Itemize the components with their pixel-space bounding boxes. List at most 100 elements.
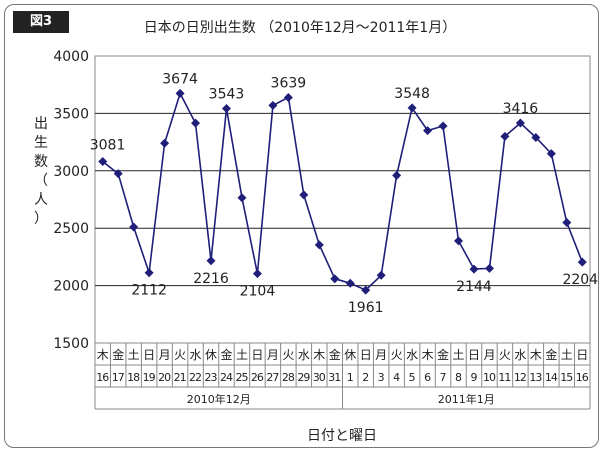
data-point — [330, 274, 340, 284]
data-label: 3674 — [162, 71, 198, 87]
y-tick-label: 1500 — [53, 336, 89, 352]
x-day-label: 12 — [514, 371, 527, 384]
x-weekday-label: 日 — [143, 348, 155, 362]
data-point — [113, 169, 123, 179]
x-day-label: 16 — [96, 371, 109, 384]
data-point — [438, 121, 448, 131]
data-label: 2104 — [240, 284, 276, 300]
x-weekday-label: 日 — [251, 348, 263, 362]
data-markers — [98, 88, 587, 295]
series-line — [102, 91, 584, 292]
y-tick-label: 2000 — [53, 279, 89, 295]
x-day-label: 5 — [409, 371, 416, 384]
x-weekday-label: 金 — [220, 347, 232, 362]
x-day-label: 7 — [440, 371, 447, 384]
y-tick-labels: 1500 2000 2500 3000 3500 4000 — [53, 49, 89, 352]
x-weekday-label: 月 — [483, 348, 495, 362]
x-day-label: 6 — [424, 371, 431, 384]
y-axis-label-char: ） — [34, 211, 48, 227]
data-label: 3639 — [271, 75, 307, 91]
data-point — [268, 100, 278, 110]
x-day-label: 9 — [470, 371, 477, 384]
y-axis-label: 出生数 （ 人 ） — [34, 116, 48, 227]
x-weekday-label: 火 — [499, 348, 511, 362]
x-weekday-label: 火 — [282, 348, 294, 362]
x-day-label: 20 — [158, 371, 171, 384]
x-day-label: 24 — [220, 371, 233, 384]
x-day-label: 26 — [251, 371, 264, 384]
data-label: 3416 — [503, 101, 539, 117]
x-weekday-label: 金 — [112, 347, 124, 362]
x-weekday-label: 土 — [128, 348, 140, 362]
x-day-label: 3 — [378, 371, 385, 384]
x-weekday-label: 土 — [236, 348, 248, 362]
chart-title: 日本の日別出生数 （2010年12月～2011年1月） — [144, 20, 456, 36]
data-label: 2216 — [193, 271, 229, 287]
y-tick-label: 3500 — [53, 106, 89, 122]
data-point — [500, 131, 510, 141]
x-day-label: 18 — [127, 371, 140, 384]
x-day-label: 16 — [576, 371, 589, 384]
x-day-label: 29 — [297, 371, 310, 384]
data-label: 3081 — [90, 138, 126, 154]
data-point — [98, 157, 108, 167]
data-point — [361, 285, 371, 295]
x-axis-table: 木16金17土18日19月20火21水22休23金24土25日26月27火28水… — [94, 343, 591, 410]
y-tick-label: 3000 — [53, 164, 89, 180]
y-tick-label: 2500 — [53, 221, 89, 237]
data-point — [562, 217, 572, 227]
x-weekday-label: 休 — [344, 348, 356, 362]
data-point — [407, 103, 417, 113]
data-point — [283, 92, 293, 102]
data-point — [392, 170, 402, 180]
data-label: 3548 — [394, 86, 430, 102]
x-day-label: 2 — [362, 371, 369, 384]
data-point — [345, 278, 355, 288]
data-point — [206, 256, 216, 266]
x-day-label: 13 — [529, 371, 542, 384]
data-point — [221, 103, 231, 113]
x-weekday-label: 木 — [97, 348, 109, 362]
x-day-label: 1 — [347, 371, 354, 384]
data-point — [454, 236, 464, 246]
data-point — [515, 118, 525, 128]
x-day-label: 10 — [483, 371, 496, 384]
data-point — [376, 270, 386, 280]
x-day-label: 22 — [189, 371, 202, 384]
x-weekday-label: 木 — [422, 348, 434, 362]
x-day-label: 25 — [235, 371, 248, 384]
x-weekday-label: 木 — [530, 348, 542, 362]
x-weekday-label: 月 — [159, 348, 171, 362]
x-day-label: 8 — [455, 371, 462, 384]
x-weekday-label: 水 — [190, 348, 202, 362]
x-weekday-label: 休 — [205, 348, 217, 362]
x-day-label: 11 — [498, 371, 511, 384]
x-day-label: 21 — [174, 371, 187, 384]
plot-area — [94, 55, 591, 344]
x-weekday-label: 金 — [545, 347, 557, 362]
x-weekday-label: 土 — [561, 348, 573, 362]
data-point — [175, 88, 185, 98]
data-point — [546, 149, 556, 159]
x-day-label: 17 — [112, 371, 125, 384]
data-label: 1961 — [348, 300, 384, 316]
data-point — [237, 193, 247, 203]
x-day-label: 19 — [143, 371, 156, 384]
x-weekday-label: 水 — [298, 348, 310, 362]
x-weekday-label: 土 — [453, 348, 465, 362]
x-weekday-label: 水 — [514, 348, 526, 362]
x-day-label: 31 — [328, 371, 341, 384]
data-label: 3543 — [209, 86, 245, 102]
y-axis-label-char: 出 — [34, 116, 48, 132]
x-weekday-label: 月 — [375, 348, 387, 362]
data-point — [299, 190, 309, 200]
x-weekday-label: 木 — [313, 348, 325, 362]
data-point — [577, 257, 587, 267]
x-day-label: 14 — [545, 371, 558, 384]
figure-label: 図3 — [13, 11, 69, 33]
data-label: 2144 — [456, 279, 492, 295]
x-day-label: 27 — [266, 371, 279, 384]
y-axis-label-char: 生 — [34, 135, 48, 151]
data-label: 2204 — [562, 272, 598, 288]
